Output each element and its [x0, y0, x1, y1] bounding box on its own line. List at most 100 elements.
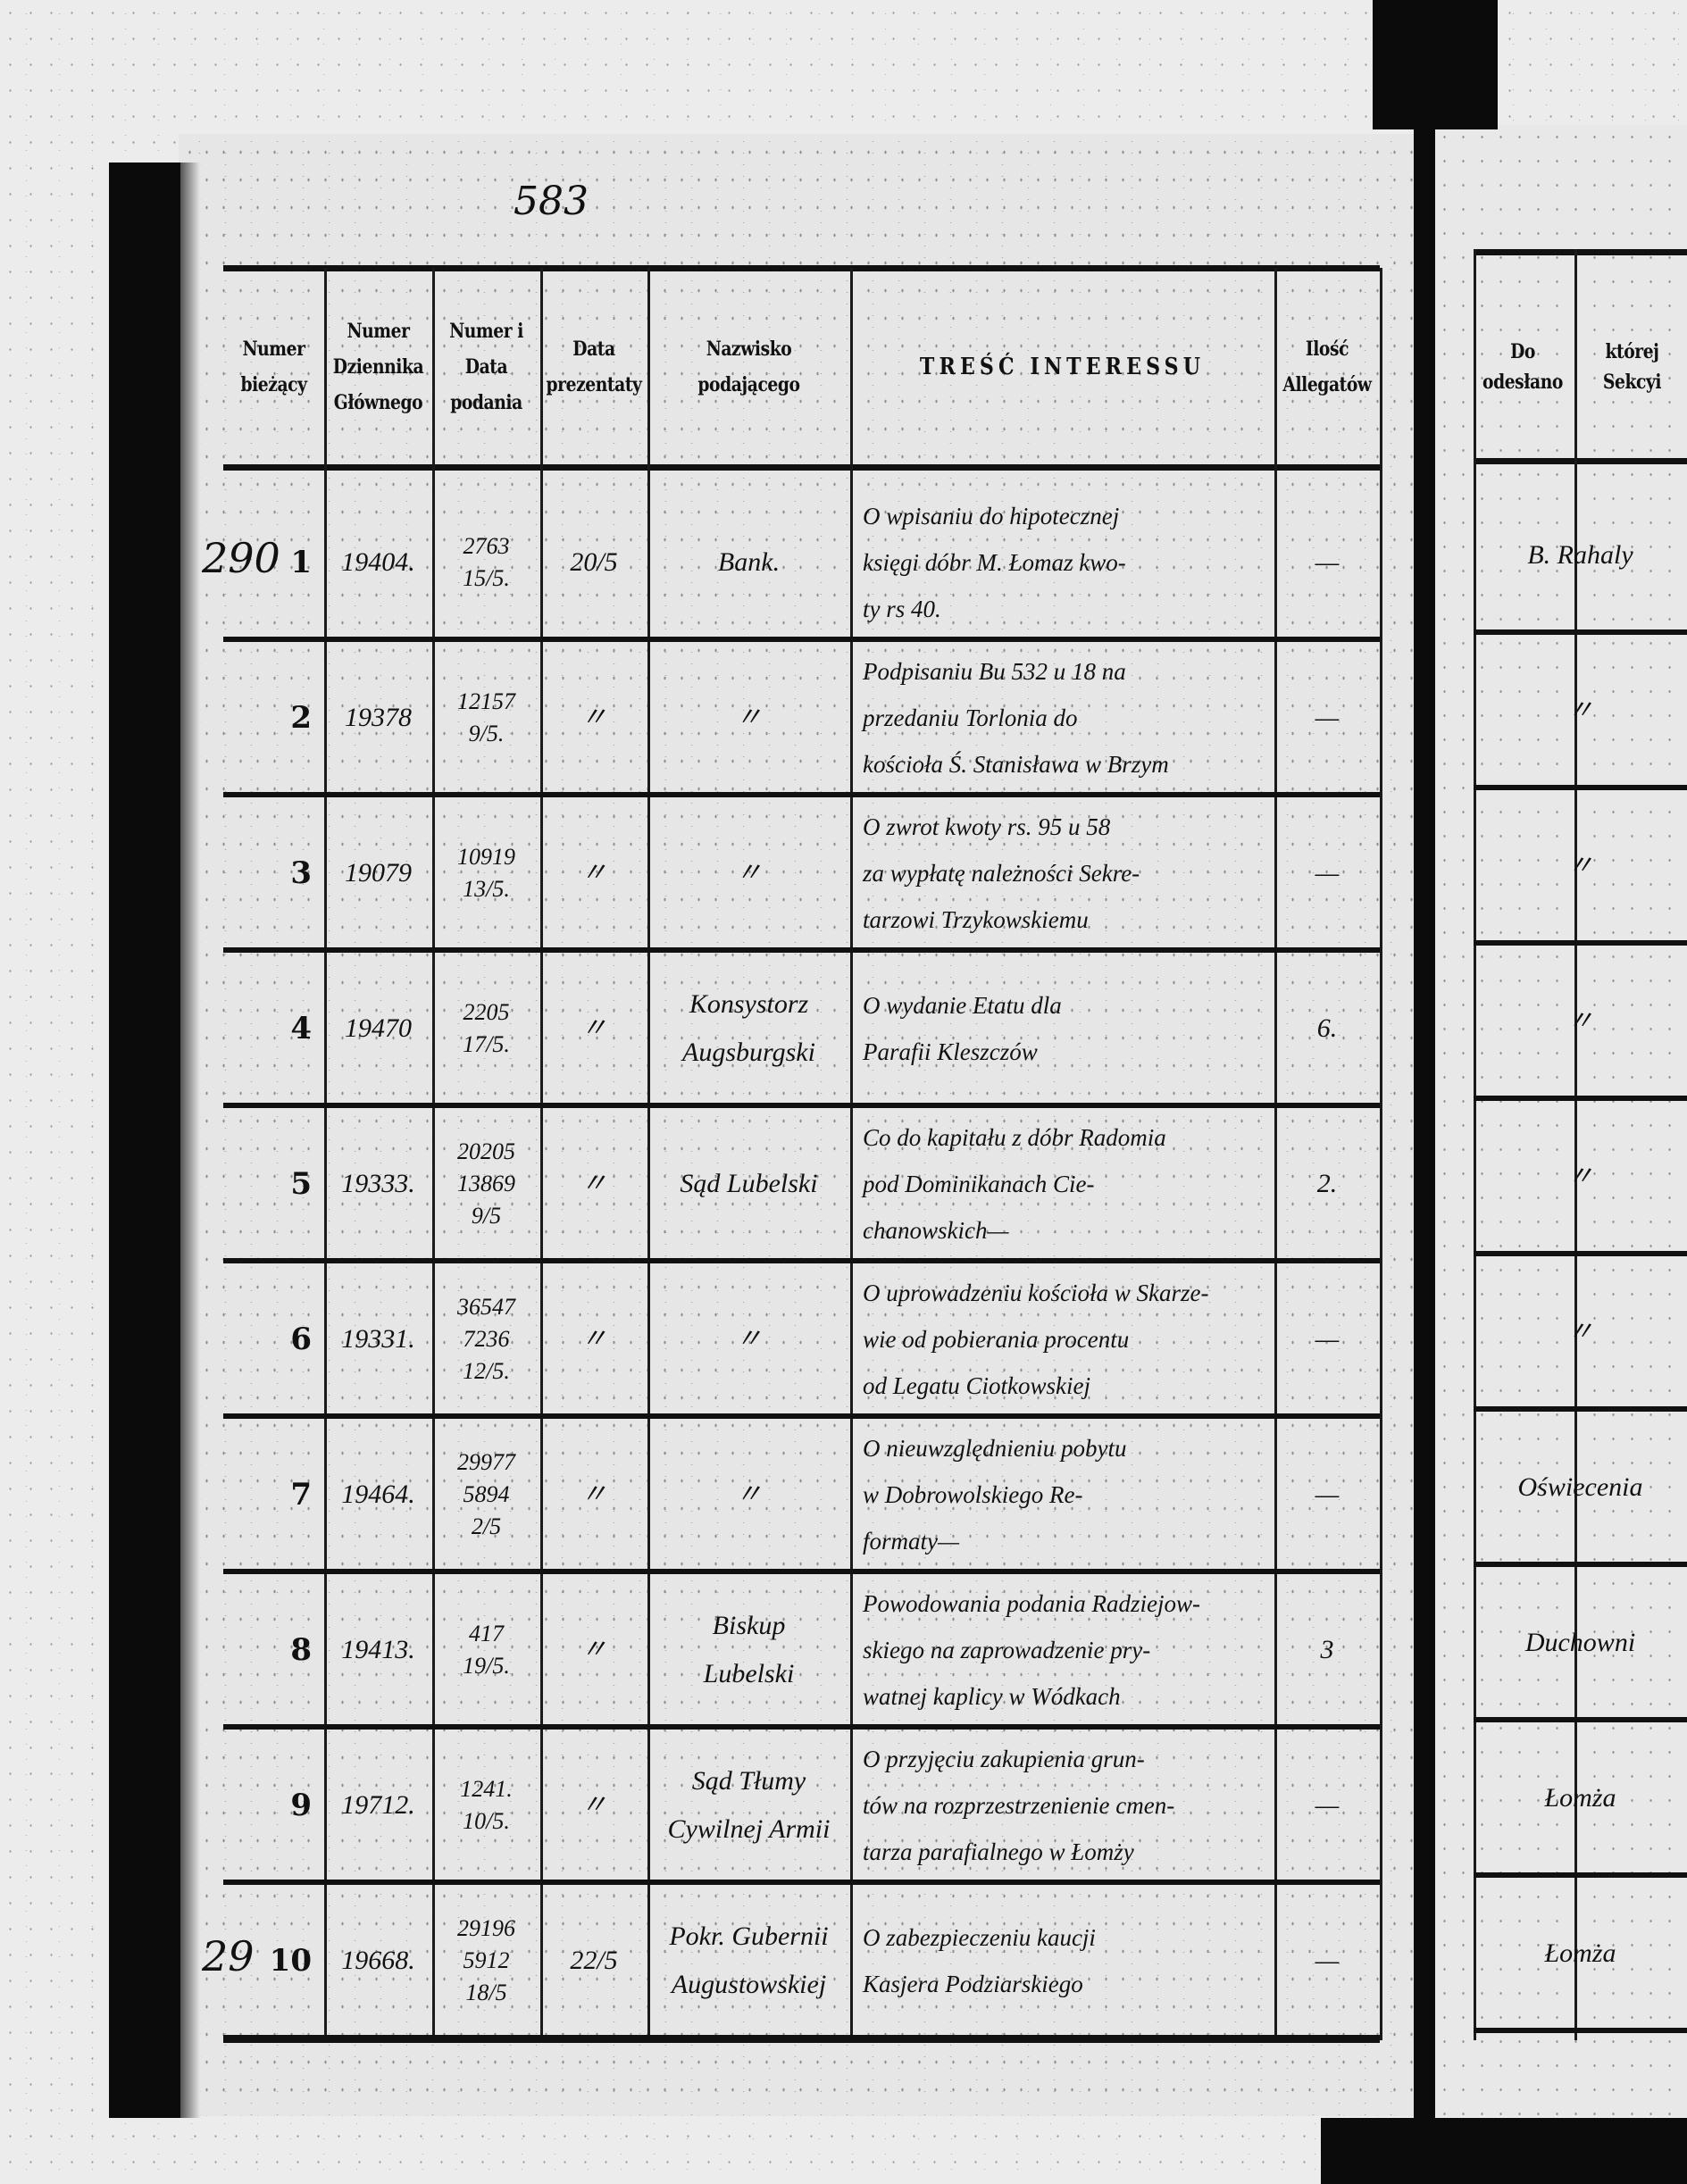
right-row-rule [1474, 1096, 1687, 1101]
right-column-rule [1474, 249, 1476, 2040]
right-row-rule [1474, 629, 1687, 635]
header-number-date: Numer i Data podania [449, 320, 523, 414]
right-header-section: której Sekcyi [1585, 268, 1679, 466]
submitter-name: 〃 [649, 796, 848, 951]
journal-number: 19333. [326, 1106, 430, 1262]
filing-number-date-line: 12157 [457, 688, 515, 714]
allegation-count-line: — [1315, 1946, 1340, 1975]
filing-number-date-line: 15/5. [463, 565, 510, 591]
submitter-name-line: Sąd Tłumy [691, 1766, 806, 1796]
submitter-name-line: Konsystorz [689, 989, 809, 1019]
interest-content-line: od Legatu Ciotkowskiej [863, 1372, 1090, 1399]
interest-content-line: Powodowania podania Radziejow- [863, 1590, 1200, 1617]
submitter-name-line: 〃 [735, 1324, 763, 1354]
journal-number-line: 19378 [345, 703, 412, 732]
right-row-rule [1474, 1406, 1687, 1412]
filing-number-date-line: 19/5. [463, 1653, 510, 1679]
filing-number-date-line: 7236 [463, 1326, 510, 1352]
presentation-date: 22/5 [542, 1883, 646, 2038]
column-rule [324, 268, 327, 2040]
header-allegations: Ilość Allegatów [1282, 338, 1372, 396]
presentation-date: 〃 [542, 1106, 646, 1262]
row-number-line: 5 [290, 1166, 312, 1202]
interest-content: O uprowadzeniu kościoła w Skarze-wie od … [852, 1262, 1273, 1417]
presentation-date: 〃 [542, 1417, 646, 1572]
interest-content: O wydanie Etatu dla Parafii Kleszczów [852, 951, 1273, 1106]
row-rule [223, 792, 1380, 797]
row-number-line: 2 [290, 700, 312, 736]
filing-number-date-line: 18/5 [465, 1980, 507, 2005]
row-rule [223, 1569, 1380, 1574]
submitter-name: Sąd Tłumy Cywilnej Armii [649, 1728, 848, 1883]
column-rule [850, 268, 853, 2040]
filing-number-date: 29977 5894 2/5 [434, 1417, 539, 1572]
filing-number-date: 10919 13/5. [434, 796, 539, 951]
presentation-date-line: 〃 [580, 1790, 607, 1820]
right-row-rule [1474, 1872, 1687, 1878]
journal-number: 19464. [326, 1417, 430, 1572]
sent-to-section: 〃 [1566, 851, 1594, 880]
interest-content: O przyjęciu zakupienia grun-tów na rozpr… [852, 1728, 1273, 1883]
allegation-count-line: 3 [1320, 1635, 1334, 1664]
row-number-line: 8 [290, 1632, 312, 1668]
sent-to-section: Duchowni [1524, 1628, 1636, 1657]
allegation-count: 2. [1276, 1106, 1378, 1262]
journal-number: 19404. [326, 485, 430, 640]
row-rule [223, 1103, 1380, 1108]
allegation-count-line: — [1315, 858, 1340, 888]
row-number: 7 [225, 1417, 322, 1572]
submitter-name: 〃 [649, 640, 848, 796]
column-rule [1380, 268, 1382, 2040]
submitter-name: 〃 [649, 1417, 848, 1572]
allegation-count: — [1276, 1262, 1378, 1417]
interest-content-line: O zabezpieczeniu kaucji [863, 1924, 1096, 1951]
right-row-rule [1474, 940, 1687, 946]
filing-number-date-line: 12/5. [463, 1358, 510, 1384]
filing-number-date: 1241. 10/5. [434, 1728, 539, 1883]
allegation-count-line: 2. [1316, 1169, 1338, 1198]
row-number: 8 [225, 1572, 322, 1728]
row-number: 3 [225, 796, 322, 951]
margin-register-number: 29 [202, 1932, 255, 1980]
filing-number-date-line: 5912 [463, 1947, 510, 1973]
submitter-name-line: Bank. [717, 547, 781, 577]
presentation-date: 〃 [542, 640, 646, 796]
row-rule [223, 1258, 1380, 1263]
submitter-name-line: 〃 [735, 703, 763, 732]
row-number: 9 [225, 1728, 322, 1883]
filing-number-date-line: 17/5. [463, 1031, 510, 1057]
presentation-date-line: 〃 [580, 1480, 607, 1509]
presentation-date-line: 22/5 [570, 1946, 618, 1975]
submitter-name: Sąd Lubelski [649, 1106, 848, 1262]
allegation-count: — [1276, 1883, 1378, 2038]
interest-content-line: O zwrot kwoty rs. 95 u 58 [863, 813, 1111, 840]
interest-content-line: formaty— [863, 1528, 959, 1555]
presentation-date-line: 〃 [580, 858, 607, 888]
interest-content-line: O wydanie Etatu dla [863, 992, 1062, 1019]
allegation-count: 6. [1276, 951, 1378, 1106]
interest-content-line: O uprowadzeniu kościoła w Skarze- [863, 1280, 1209, 1306]
interest-content-line: O wpisaniu do hipotecznej [863, 503, 1120, 529]
column-rule [1274, 268, 1277, 2040]
sent-to-section: 〃 [1566, 1006, 1594, 1036]
submitter-name: Pokr. Gubernii Augustowskiej [649, 1883, 848, 2038]
row-number: 10 [225, 1883, 322, 2038]
column-rule [647, 268, 650, 2040]
row-number: 6 [225, 1262, 322, 1417]
allegation-count-line: — [1315, 1480, 1340, 1509]
journal-number-line: 19470 [345, 1013, 412, 1043]
interest-content: O zwrot kwoty rs. 95 u 58 za wypłatę nale… [852, 796, 1273, 951]
journal-number-line: 19668. [341, 1946, 415, 1975]
filing-number-date-line: 9/5. [468, 721, 505, 746]
interest-content-line: tarza parafialnego w Łomży [863, 1838, 1134, 1865]
presentation-date: 〃 [542, 1262, 646, 1417]
submitter-name: Bank. [649, 485, 848, 640]
right-header-to: Do odesłano [1481, 268, 1565, 466]
submitter-name-line: Biskup [712, 1611, 786, 1640]
interest-content-line: chanowskich— [863, 1217, 1009, 1244]
row-rule [223, 2035, 1380, 2040]
row-rule [223, 1724, 1380, 1730]
interest-content-line: watnej kaplicy w Wódkach [863, 1683, 1121, 1710]
filing-number-date: 29196 5912 18/5 [434, 1883, 539, 2038]
submitter-name: Konsystorz Augsburgski [649, 951, 848, 1106]
